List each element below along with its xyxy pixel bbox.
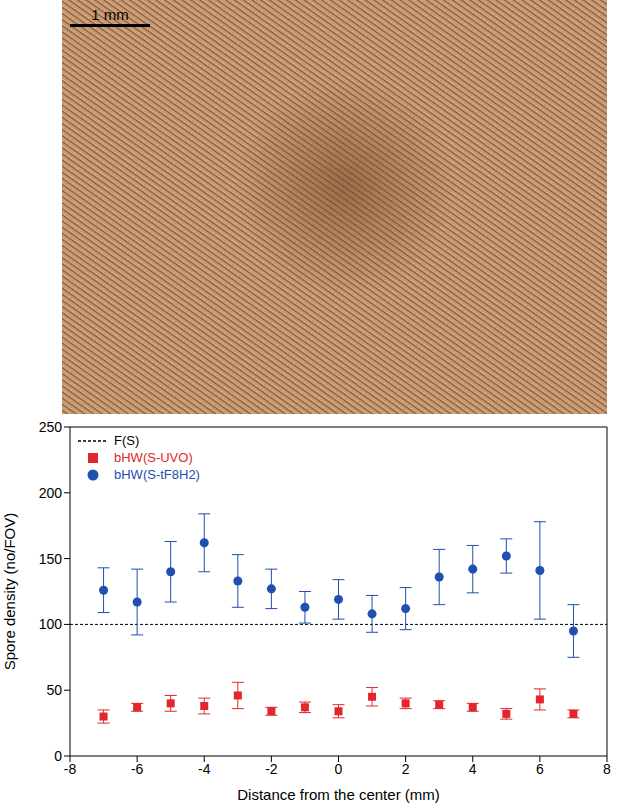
svg-text:200: 200 [39, 485, 63, 501]
svg-text:Distance from the center (mm): Distance from the center (mm) [237, 786, 440, 803]
svg-text:100: 100 [39, 616, 63, 632]
svg-text:250: 250 [39, 419, 63, 435]
svg-text:2: 2 [402, 761, 410, 777]
svg-text:8: 8 [603, 761, 611, 777]
svg-text:Spore density (no/FOV): Spore density (no/FOV) [1, 513, 18, 671]
svg-text:0: 0 [335, 761, 343, 777]
svg-text:6: 6 [536, 761, 544, 777]
svg-text:4: 4 [469, 761, 477, 777]
html-text:1 mm: 1 mm [91, 6, 129, 23]
html-text:bHW(S-UVO): bHW(S-UVO) [114, 450, 193, 465]
svg-text:-2: -2 [265, 761, 278, 777]
svg-text:-8: -8 [64, 761, 77, 777]
svg-text:150: 150 [39, 551, 63, 567]
svg-text:0: 0 [54, 748, 62, 764]
svg-text:-4: -4 [198, 761, 211, 777]
html-text:F(S): F(S) [114, 433, 140, 448]
html-text:bHW(S-tF8H2): bHW(S-tF8H2) [114, 467, 200, 482]
svg-text:-6: -6 [131, 761, 144, 777]
svg-text:50: 50 [46, 682, 62, 698]
